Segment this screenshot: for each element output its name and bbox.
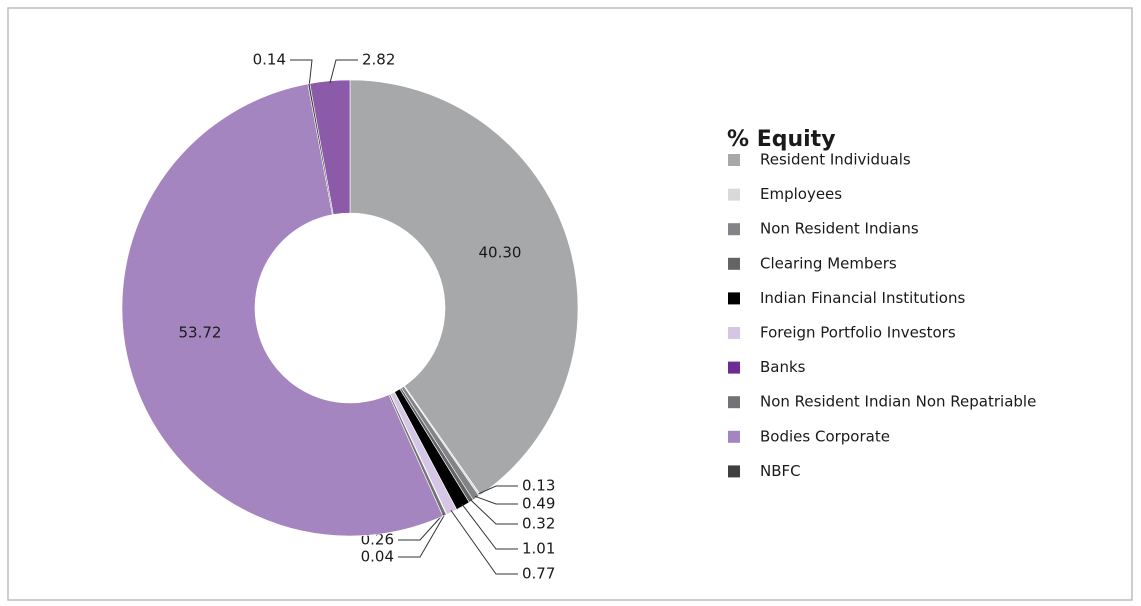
legend-swatch <box>728 396 740 409</box>
leader-line <box>450 509 518 575</box>
value-label: 0.77 <box>522 565 555 583</box>
leader-line <box>329 59 358 84</box>
leader-line <box>469 499 518 525</box>
value-label: 1.01 <box>522 540 555 558</box>
legend-label: Non Resident Indian Non Repatriable <box>760 393 1036 411</box>
value-label: 53.72 <box>179 324 222 342</box>
legend-label: Banks <box>760 358 806 376</box>
legend-swatch <box>728 361 740 374</box>
value-label: 0.13 <box>522 477 555 495</box>
legend-swatch <box>728 292 740 305</box>
value-label: 0.32 <box>522 515 555 533</box>
leader-line <box>398 513 445 541</box>
value-label: 0.04 <box>361 548 394 566</box>
legend-swatch <box>728 223 740 236</box>
legend-swatch <box>728 257 740 270</box>
value-label: 2.82 <box>362 51 395 69</box>
legend-label: Non Resident Indians <box>760 220 919 238</box>
legend-swatch <box>728 154 740 166</box>
legend-label: NBFC <box>760 462 801 480</box>
legend-swatch <box>728 188 740 201</box>
legend-swatch <box>728 465 740 478</box>
leader-line <box>398 512 447 558</box>
legend-label: Indian Financial Institutions <box>760 289 965 307</box>
slice <box>309 79 351 215</box>
legend-label: Foreign Portfolio Investors <box>760 324 956 342</box>
legend-label: Resident Individuals <box>760 151 911 169</box>
slice <box>121 83 444 537</box>
value-label: 0.49 <box>522 495 555 513</box>
leader-line <box>474 495 518 505</box>
legend-label: Bodies Corporate <box>760 427 890 445</box>
legend-swatch <box>728 327 740 339</box>
value-label: 40.30 <box>479 244 522 262</box>
leader-line <box>478 485 518 495</box>
leader-line <box>290 59 313 86</box>
legend-title: % Equity <box>727 127 836 152</box>
legend-label: Employees <box>760 185 842 203</box>
slice <box>349 79 579 496</box>
leader-line <box>461 503 518 550</box>
legend-label: Clearing Members <box>760 254 897 272</box>
legend-swatch <box>728 430 740 443</box>
value-label: 0.14 <box>253 51 286 69</box>
